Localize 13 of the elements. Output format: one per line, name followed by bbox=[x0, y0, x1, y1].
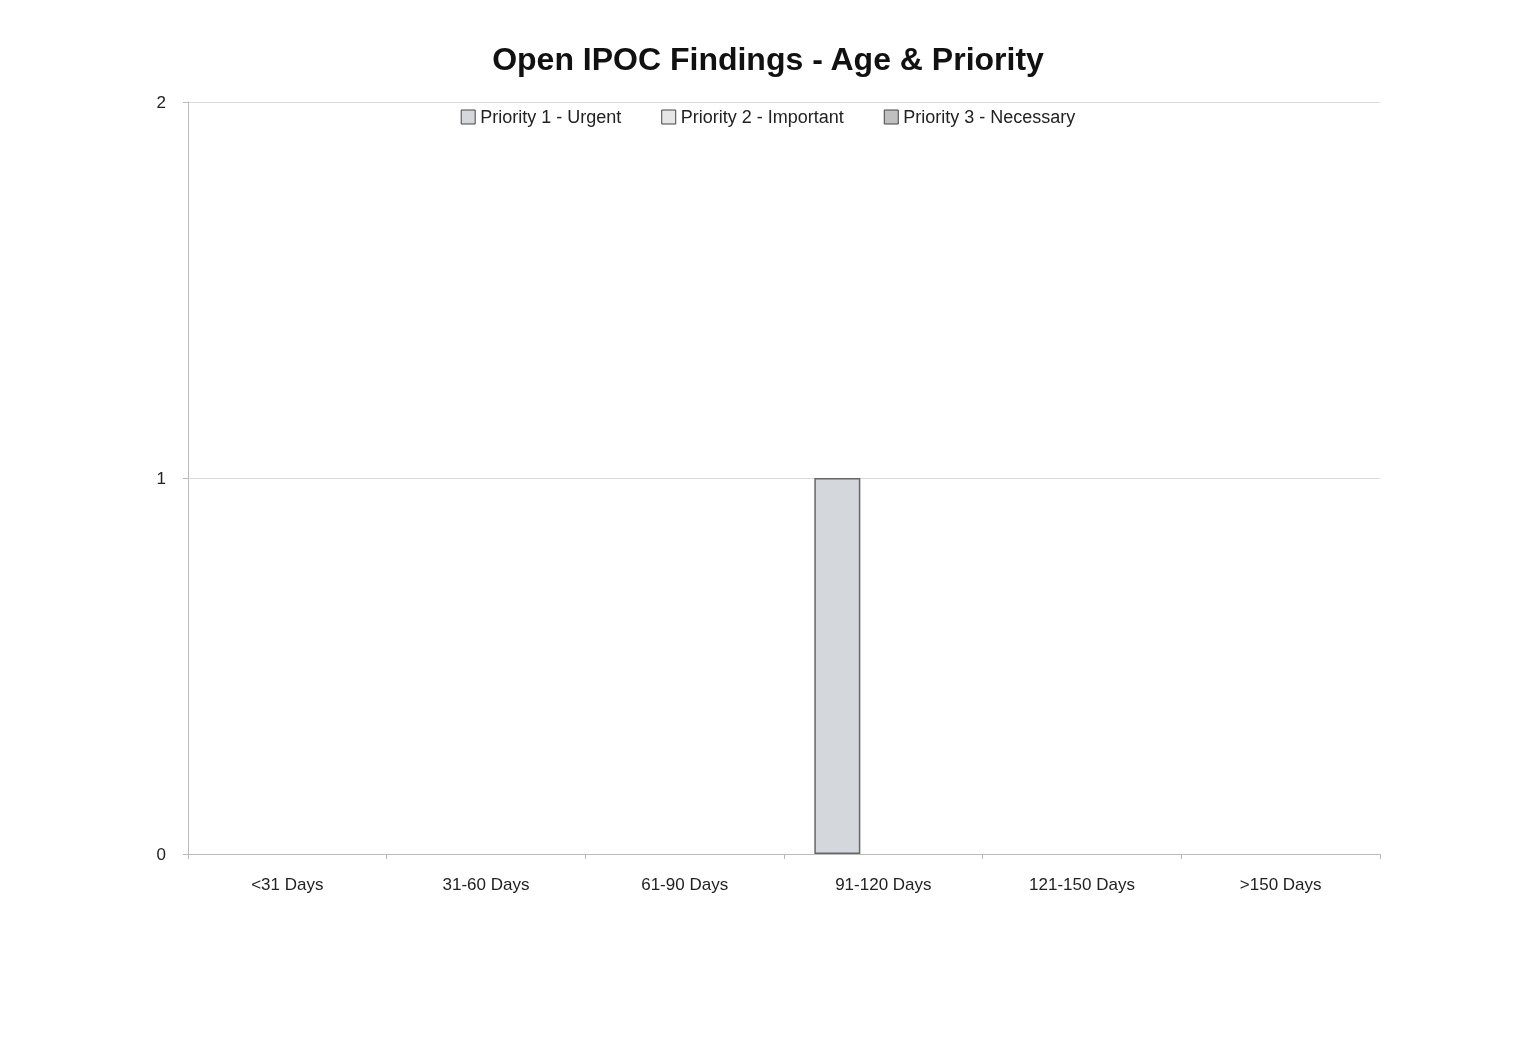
y-tick-label: 2 bbox=[156, 92, 166, 112]
x-tick-label: 31-60 Days bbox=[442, 875, 530, 894]
y-tick-label: 1 bbox=[156, 468, 166, 488]
legend-label: Priority 1 - Urgent bbox=[480, 107, 622, 127]
chart-title: Open IPOC Findings - Age & Priority bbox=[492, 41, 1045, 77]
x-tick-label: >150 Days bbox=[1239, 875, 1322, 894]
legend-label: Priority 2 - Important bbox=[680, 107, 844, 127]
x-tick-label: 61-90 Days bbox=[641, 875, 729, 894]
x-tick-label: 121-150 Days bbox=[1029, 875, 1135, 894]
x-tick-label: 91-120 Days bbox=[835, 875, 932, 894]
y-tick-label: 0 bbox=[156, 844, 166, 864]
x-tick-label: <31 Days bbox=[251, 875, 324, 894]
legend-label: Priority 3 - Necessary bbox=[903, 107, 1076, 127]
